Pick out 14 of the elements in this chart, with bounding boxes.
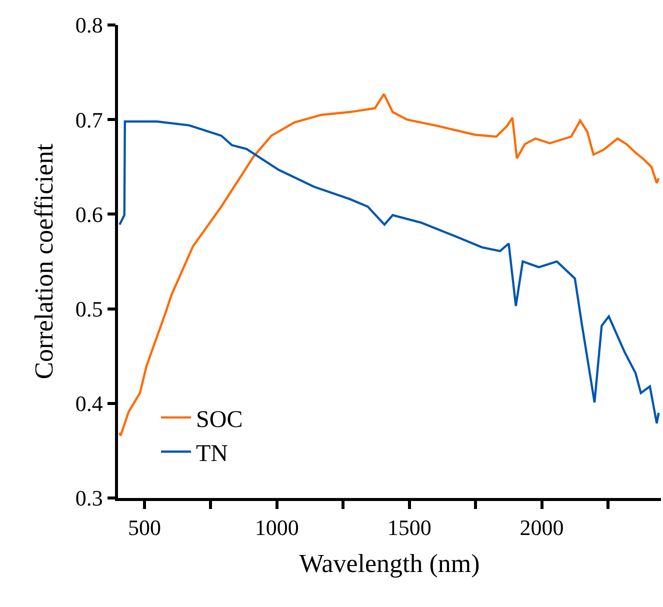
x-tick-label: 1000	[254, 515, 299, 540]
y-tick-label: 0.3	[75, 486, 103, 511]
y-axis-title: Correlation coefficient	[30, 142, 59, 380]
x-tick-label: 2000	[520, 515, 564, 540]
x-axis-title: Wavelength (nm)	[299, 548, 480, 578]
y-tick-label: 0.7	[75, 107, 103, 132]
x-tick-label: 500	[128, 515, 161, 540]
y-tick-label: 0.5	[75, 296, 103, 322]
y-tick-label: 0.4	[75, 391, 103, 416]
y-tick-label: 0.6	[75, 202, 103, 227]
x-tick-label: 1500	[387, 515, 432, 540]
legend-label: TN	[196, 441, 228, 468]
y-tick-label: 0.8	[75, 12, 103, 38]
legend-label: SOC	[196, 406, 243, 433]
